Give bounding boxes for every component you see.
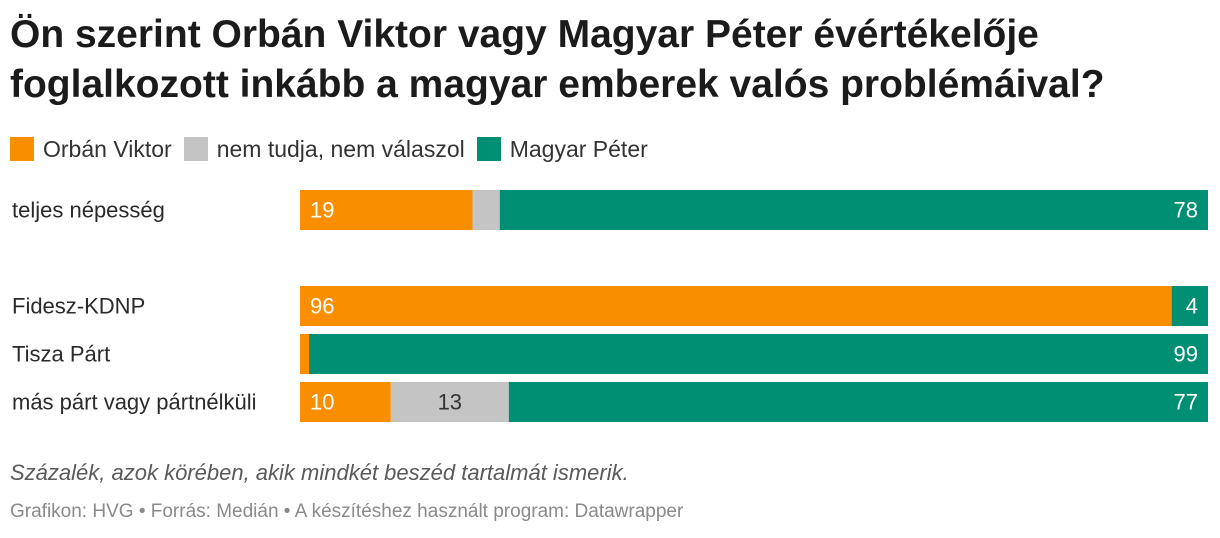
legend-item-magyar: Magyar Péter xyxy=(476,135,648,163)
value-label-orban-viktor-fidesz-kdnp: 96 xyxy=(310,294,334,319)
bar-orban-viktor-teljes-nepesseg xyxy=(300,190,473,230)
row-label-teljes-nepesseg: teljes népesség xyxy=(12,198,165,223)
value-label-magyar-peter-fidesz-kdnp: 4 xyxy=(1186,294,1198,319)
row-label-mas-part-vagy-partnelkuli: más párt vagy pártnélküli xyxy=(12,390,257,415)
legend-label-magyar: Magyar Péter xyxy=(509,135,648,162)
bar-nem-tudja-nem-valaszol-mas-part-vagy-partnelkuli xyxy=(390,382,509,422)
bar-magyar-peter-tisza-part xyxy=(309,334,1209,374)
bar-orban-viktor-mas-part-vagy-partnelkuli xyxy=(300,382,391,422)
chart-note: Százalék, azok körében, akik mindkét bes… xyxy=(10,460,629,485)
row-label-fidesz-kdnp: Fidesz-KDNP xyxy=(12,294,145,319)
chart-title: Ön szerint Orbán Viktor vagy Magyar Péte… xyxy=(10,13,1105,106)
bar-magyar-peter-teljes-nepesseg xyxy=(499,190,1208,230)
legend-swatch-orban xyxy=(10,137,34,161)
chart-footer: Grafikon: HVG • Forrás: Medián • A készí… xyxy=(10,501,684,522)
legend: Orbán Viktor nem tudja, nem válaszol Mag… xyxy=(10,134,660,164)
legend-item-orban: Orbán Viktor xyxy=(10,136,172,163)
legend-label-orban: Orbán Viktor xyxy=(43,135,172,162)
bar-orban-viktor-tisza-part xyxy=(300,334,310,374)
row-label-tisza-part: Tisza Párt xyxy=(12,342,110,367)
value-label-orban-viktor-teljes-nepesseg: 19 xyxy=(310,198,334,223)
value-label-magyar-peter-teljes-nepesseg: 78 xyxy=(1174,198,1198,223)
legend-item-undecided: nem tudja, nem válaszol xyxy=(183,135,465,163)
legend-swatch-magyar xyxy=(476,137,501,161)
bar-orban-viktor-fidesz-kdnp xyxy=(300,286,1172,326)
bar-nem-tudja-nem-valaszol-teljes-nepesseg xyxy=(472,190,500,230)
value-label-magyar-peter-tisza-part: 99 xyxy=(1174,342,1198,367)
value-label-magyar-peter-mas-part-vagy-partnelkuli: 77 xyxy=(1174,390,1198,415)
stacked-bar-chart: teljes népesség 19 78 Fidesz-KDNP 96 4 Tisza P… xyxy=(12,190,1209,422)
legend-swatch-undecided xyxy=(183,137,208,161)
bar-magyar-peter-mas-part-vagy-partnelkuli xyxy=(508,382,1209,422)
value-label-orban-viktor-mas-part-vagy-partnelkuli: 10 xyxy=(310,390,334,415)
legend-label-undecided: nem tudja, nem válaszol xyxy=(216,135,465,162)
bar-magyar-peter-fidesz-kdnp xyxy=(1171,286,1208,326)
value-label-nem-tudja-nem-valaszol-mas-part-vagy-partnelkuli: 13 xyxy=(438,390,462,415)
